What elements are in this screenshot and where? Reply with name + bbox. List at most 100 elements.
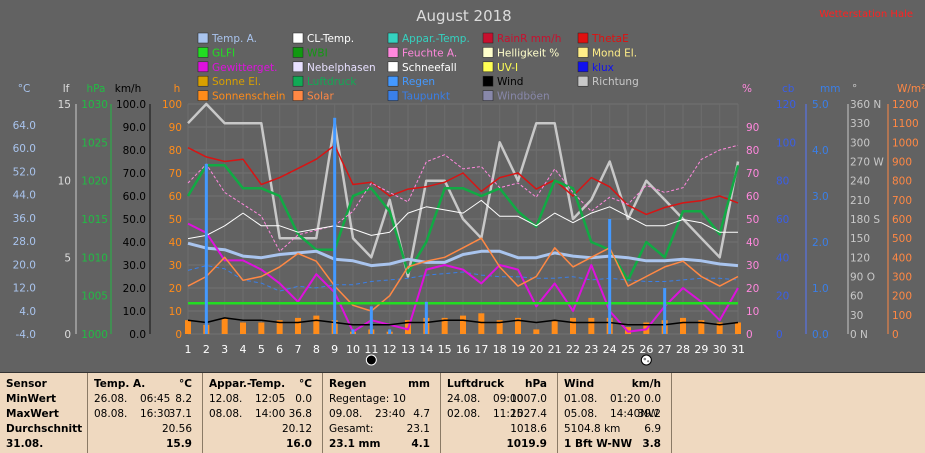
axis-tick: 10	[58, 176, 71, 188]
axis-tick: 50	[746, 214, 759, 226]
panel-row: 08.08. 14:00 36.8	[209, 407, 318, 422]
sunshine-bar	[716, 322, 723, 334]
plot-area	[185, 102, 741, 335]
legend-label-thetae: ThetaE	[591, 33, 629, 45]
axis-tick: 30	[169, 260, 182, 272]
x-tick-label: 26	[639, 343, 653, 356]
axis-tick: 1010	[81, 252, 108, 264]
legend-label-regen: Regen	[402, 76, 435, 88]
legend-swatch-uv-i	[482, 61, 494, 73]
axis-tick: 64.0	[13, 120, 36, 132]
axis-tick: 900	[892, 157, 912, 169]
x-tick-label: 4	[240, 343, 247, 356]
statistics-panel: Sensor MinWert MaxWert Durchschnitt 31.08. Te…	[0, 372, 925, 453]
axis-tick: 10.0	[123, 306, 146, 318]
rain-bar	[388, 329, 392, 334]
stats-panel-luftdruck: Luftdruck hPa 24.08. 09:00 1007.0 02.08. 11:25…	[441, 373, 558, 453]
legend-label-appar-temp: Appar.-Temp.	[402, 33, 470, 45]
legend: Temp. A. CL-Temp. Appar.-Temp. RainR mm/h Th…	[197, 32, 639, 103]
legend-swatch-sonne-el	[197, 75, 209, 87]
axis-tick: 90.0	[123, 122, 146, 134]
axis-tick: 80	[776, 176, 789, 188]
sunshine-bar	[735, 322, 741, 334]
x-tick-label: 1	[185, 343, 192, 356]
series-line-thetae	[187, 144, 739, 216]
x-tick-label: 6	[276, 343, 283, 356]
axes: °C64.060.052.044.036.028.020.012.04.0-4.…	[13, 83, 925, 341]
axis-tick: 400	[892, 252, 912, 264]
axis-tick: 1025	[81, 137, 108, 149]
axis-tick: 1000	[892, 137, 919, 149]
row-value: 37.1	[168, 408, 192, 420]
row-value: 1007.0	[510, 393, 547, 405]
stats-panel-appar-temp: Appar.-Temp. °C 12.08. 12:05 0.0 08.08. 14:00 3…	[203, 373, 323, 453]
axis-tick: 100	[776, 137, 796, 149]
axis-tick: 50	[169, 214, 182, 226]
axis-tick: 240	[850, 176, 870, 188]
axis-tick: 30.0	[123, 260, 146, 272]
row-value: 1019.9	[506, 438, 547, 450]
legend-label-klux: klux	[592, 62, 614, 74]
stats-panel-temp-a: Temp. A. °C 26.08. 06:45 8.2 08.08. 16:30 37.1 2…	[88, 373, 203, 453]
row-label: Regentage: 10	[329, 393, 406, 405]
axis-tick: 3.0	[812, 191, 829, 203]
axis-tick: 0	[776, 329, 783, 341]
panel-unit: °C	[299, 378, 312, 390]
axis-tick: 40	[776, 252, 789, 264]
axis-tick: 50.0	[123, 214, 146, 226]
legend-swatch-mond-el	[577, 47, 589, 58]
legend-label-nebelphasen: Nebelphasen	[307, 62, 376, 74]
axis-tick: 70	[746, 168, 759, 180]
axis-tick: -4.0	[16, 329, 37, 341]
axis-tick: 60	[169, 191, 182, 203]
axis-tick: 1000	[81, 329, 108, 341]
row-label: 08.08.	[209, 408, 243, 420]
axis-tick: 90 O	[850, 272, 875, 284]
row-value: 0.0	[644, 393, 661, 405]
legend-label-windb-en: Windböen	[497, 91, 550, 103]
panel-row: 1018.6	[447, 422, 553, 437]
sunshine-bar	[258, 322, 265, 334]
axis-tick: 12.0	[13, 283, 36, 295]
legend-swatch-windb-en	[482, 90, 494, 101]
legend-swatch-glfi	[197, 47, 209, 58]
panel-row: 20.56	[94, 422, 198, 437]
panel-row: 12.08. 12:05 0.0	[209, 392, 318, 407]
panel-row: 1019.9	[447, 437, 553, 452]
sunshine-bar	[441, 317, 448, 334]
axis-tick: 0.0	[129, 329, 146, 341]
row-label: 01.08.	[564, 393, 598, 405]
axis-tick: 0.0	[812, 329, 829, 341]
legend-label-schneefall: Schneefall	[402, 62, 457, 74]
row-label: Durchschnitt	[6, 423, 83, 435]
row-label: 31.08.	[6, 438, 44, 450]
axis-tick: 1100	[892, 118, 919, 130]
panel-header: Luftdruck hPa	[447, 377, 553, 392]
legend-label-solar: Solar	[307, 91, 334, 103]
legend-swatch-temp-a	[197, 32, 209, 44]
legend-swatch-gewitterget	[197, 61, 209, 73]
x-tick-label: 31	[731, 343, 745, 356]
axis-tick: 0	[892, 329, 899, 341]
axis-tick: 90	[746, 122, 759, 134]
row-time: 14:40NW	[610, 408, 659, 420]
axis-label-c: °C	[18, 83, 31, 95]
legend-label-mond-el: Mond El.	[592, 47, 637, 59]
legend-swatch-regen	[387, 75, 399, 87]
x-tick-label: 19	[511, 343, 525, 356]
axis-tick: 40	[169, 237, 182, 249]
legend-swatch-klux	[577, 61, 589, 73]
axis-tick: 10	[746, 306, 759, 318]
panel-row: 01.08. 01:20 0.0	[564, 392, 667, 407]
stats-panel-sensor: Sensor MinWert MaxWert Durchschnitt 31.08.	[0, 373, 88, 453]
row-value: 36.8	[288, 408, 312, 420]
new-moon-icon	[365, 354, 377, 366]
legend-swatch-sonnenschein	[197, 90, 209, 101]
axis-tick: 20.0	[123, 283, 146, 295]
sunshine-bar	[680, 317, 686, 334]
row-value: 6.9	[644, 423, 661, 435]
legend-label-uv-i: UV-I	[497, 62, 518, 74]
row-value: 3.8	[642, 438, 661, 450]
axis-tick: 80.0	[123, 145, 146, 157]
legend-swatch-wbi	[292, 47, 304, 58]
